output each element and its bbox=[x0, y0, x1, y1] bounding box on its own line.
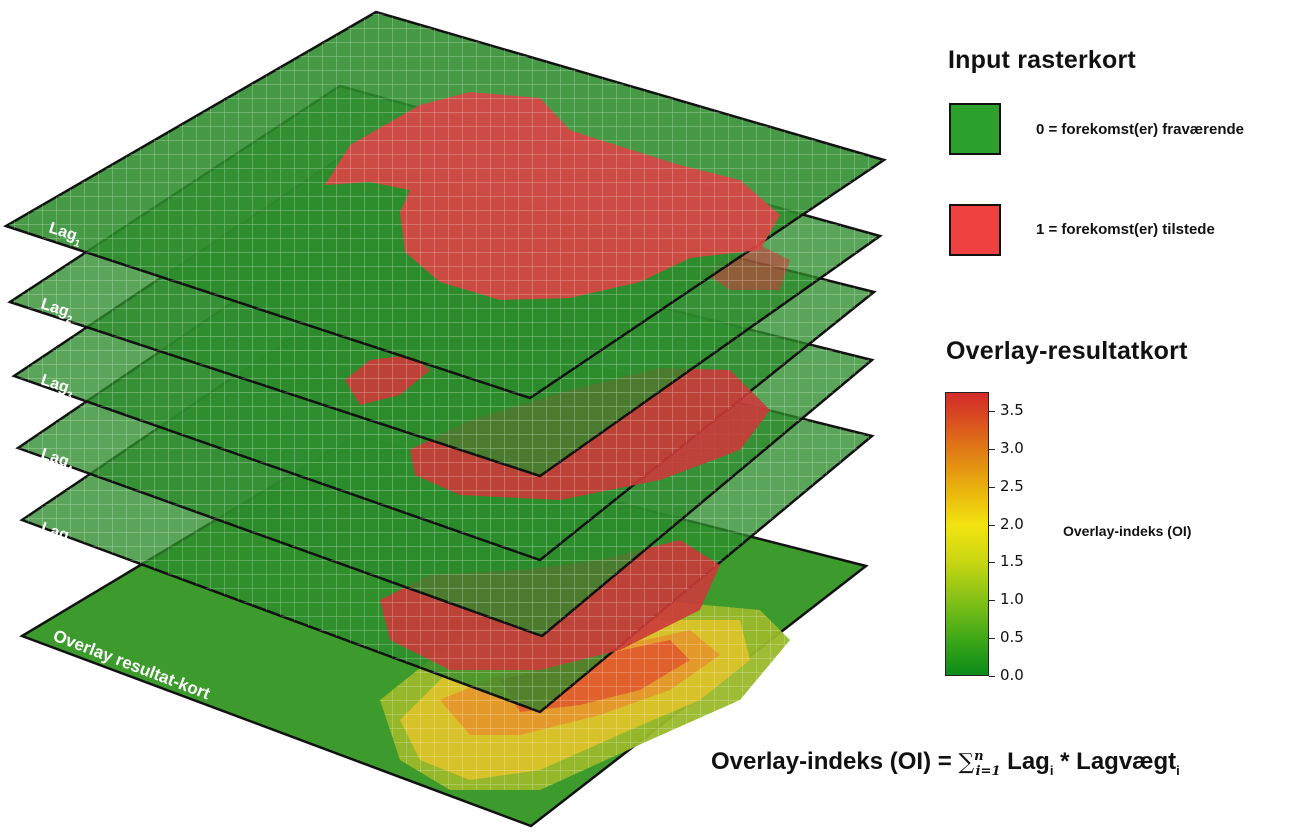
colorbar-tick bbox=[989, 638, 995, 640]
formula-term2: Lagvægt bbox=[1076, 748, 1177, 775]
colorbar-tick-label: 2.5 bbox=[1000, 476, 1024, 495]
colorbar-tick bbox=[989, 486, 995, 488]
formula-sum-upper: n bbox=[974, 749, 984, 764]
formula-sum-symbol: ∑ bbox=[958, 750, 975, 775]
colorbar-tick bbox=[989, 448, 995, 450]
colorbar-tick bbox=[989, 524, 995, 526]
legend-label-absent: 0 = forekomst(er) fraværende bbox=[1036, 121, 1244, 138]
legend-swatch-absent bbox=[949, 103, 1001, 155]
legend-swatch-present bbox=[949, 204, 1001, 256]
layer-lag-1: Lag1 bbox=[2, 10, 887, 400]
overlay-formula: Overlay-indeks (OI) = ∑ni=1 Lagi * Lagvæ… bbox=[711, 748, 1180, 779]
legend-title: Input rasterkort bbox=[948, 46, 1136, 74]
layer-stack-svg: Lagn Lag4 Lag3 Lag2 Lag1 bbox=[2, 10, 887, 828]
colorbar-tick bbox=[989, 600, 995, 602]
colorbar-tick-label: 3.0 bbox=[1000, 438, 1024, 457]
colorbar-tick-label: 2.0 bbox=[1000, 514, 1024, 533]
colorbar-tick-label: 0.0 bbox=[1000, 666, 1024, 684]
formula-term1: Lag bbox=[1000, 748, 1050, 775]
colorbar-tick-label: 3.5 bbox=[1000, 400, 1024, 419]
colorbar-tick bbox=[989, 562, 995, 564]
legend-label-present: 1 = forekomst(er) tilstede bbox=[1036, 221, 1215, 238]
colorbar-tick bbox=[989, 676, 995, 677]
formula-term1-sub: i bbox=[1049, 762, 1054, 778]
formula-lhs: Overlay-indeks (OI) = bbox=[711, 748, 959, 775]
colorbar-tick-label: 1.0 bbox=[1000, 590, 1024, 609]
colorbar-tick bbox=[989, 410, 995, 412]
colorbar-tick-label: 1.5 bbox=[1000, 552, 1024, 571]
colorbar-label: Overlay-indeks (OI) bbox=[1063, 523, 1192, 539]
colorbar-title: Overlay-resultatkort bbox=[946, 337, 1188, 365]
colorbar-tick-label: 0.5 bbox=[1000, 628, 1024, 647]
formula-operator: * bbox=[1053, 748, 1077, 775]
formula-sum-lower: i=1 bbox=[975, 763, 1001, 779]
colorbar bbox=[945, 392, 989, 676]
layer-stack-diagram: Lagn Lag4 Lag3 Lag2 Lag1 bbox=[2, 10, 887, 828]
formula-term2-sub: i bbox=[1176, 762, 1180, 778]
